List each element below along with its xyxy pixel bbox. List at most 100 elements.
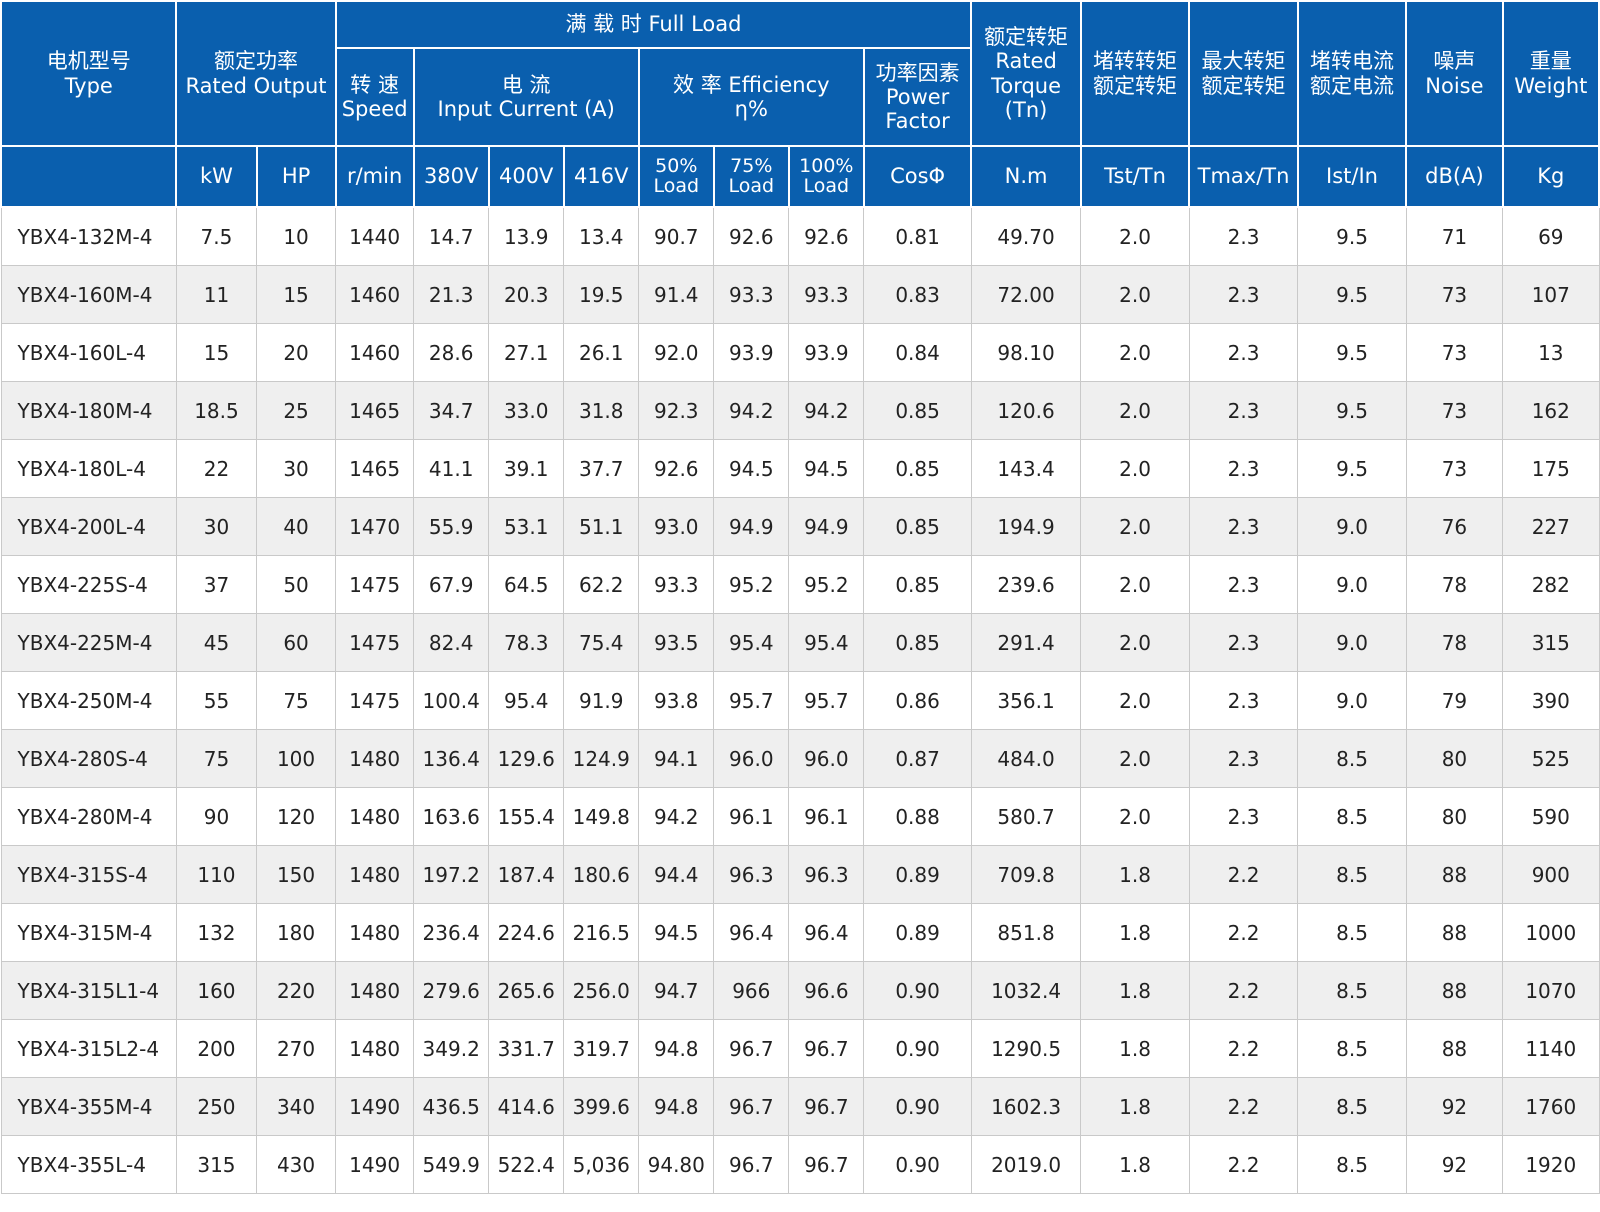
cell-hp: 15 xyxy=(255,265,337,324)
cell-eff-100: 94.5 xyxy=(788,439,865,498)
cell-hp: 270 xyxy=(255,1019,337,1078)
cell-noise: 88 xyxy=(1405,961,1504,1020)
cell-eff-75: 96.4 xyxy=(713,903,790,962)
cell-tmax-tn: 2.3 xyxy=(1188,381,1299,440)
cell-power-factor: 0.85 xyxy=(863,381,972,440)
cell-tmax-tn: 2.3 xyxy=(1188,439,1299,498)
cell-rated-torque: 143.4 xyxy=(970,439,1082,498)
cell-current-380v: 28.6 xyxy=(413,323,490,382)
cell-ist-in: 8.5 xyxy=(1297,1135,1407,1194)
cell-type: YBX4-280M-4 xyxy=(0,787,177,846)
unit-tmax-tn: Tmax/Tn xyxy=(1188,145,1299,208)
cell-noise: 88 xyxy=(1405,1019,1504,1078)
cell-hp: 75 xyxy=(255,671,337,730)
cell-weight: 13 xyxy=(1502,323,1600,382)
cell-hp: 20 xyxy=(255,323,337,382)
cell-current-380v: 197.2 xyxy=(413,845,490,904)
cell-type: YBX4-225S-4 xyxy=(0,555,177,614)
header-locked-current: 堵转电流 额定电流 xyxy=(1296,0,1408,147)
unit-nm: N.m xyxy=(970,145,1082,208)
cell-tst-tn: 2.0 xyxy=(1080,439,1190,498)
cell-weight: 525 xyxy=(1502,729,1600,788)
table-row: YBX4-225M-4 45 60 1475 82.4 78.3 75.4 93.5 95.4 9… xyxy=(0,613,1600,672)
unit-kg: Kg xyxy=(1501,145,1600,208)
cell-current-416v: 180.6 xyxy=(563,845,640,904)
cell-current-400v: 522.4 xyxy=(488,1135,565,1194)
cell-current-400v: 95.4 xyxy=(488,671,565,730)
cell-current-380v: 55.9 xyxy=(413,497,490,556)
cell-current-380v: 436.5 xyxy=(413,1077,490,1136)
cell-eff-75: 94.9 xyxy=(713,497,790,556)
cell-kw: 110 xyxy=(175,845,258,904)
cell-rated-torque: 120.6 xyxy=(970,381,1082,440)
cell-type: YBX4-225M-4 xyxy=(0,613,177,672)
cell-ist-in: 8.5 xyxy=(1297,961,1407,1020)
cell-hp: 50 xyxy=(255,555,337,614)
cell-current-416v: 13.4 xyxy=(563,206,640,266)
cell-rated-torque: 1032.4 xyxy=(970,961,1082,1020)
cell-weight: 175 xyxy=(1502,439,1600,498)
unit-380v: 380V xyxy=(412,145,490,208)
cell-ist-in: 9.5 xyxy=(1297,323,1407,382)
cell-current-380v: 82.4 xyxy=(413,613,490,672)
table-row: YBX4-180L-4 22 30 1465 41.1 39.1 37.7 92.6 94.5 9… xyxy=(0,439,1600,498)
cell-weight: 282 xyxy=(1502,555,1600,614)
cell-tst-tn: 1.8 xyxy=(1080,1135,1190,1194)
cell-current-380v: 67.9 xyxy=(413,555,490,614)
header-type: 电机型号 Type xyxy=(0,0,178,147)
cell-current-380v: 34.7 xyxy=(413,381,490,440)
cell-tst-tn: 2.0 xyxy=(1080,613,1190,672)
cell-kw: 200 xyxy=(175,1019,258,1078)
cell-weight: 1000 xyxy=(1502,903,1600,962)
cell-eff-50: 93.0 xyxy=(638,497,715,556)
cell-current-416v: 37.7 xyxy=(563,439,640,498)
cell-current-380v: 100.4 xyxy=(413,671,490,730)
cell-current-380v: 163.6 xyxy=(413,787,490,846)
cell-eff-50: 92.6 xyxy=(638,439,715,498)
cell-eff-100: 96.7 xyxy=(788,1019,865,1078)
cell-current-416v: 319.7 xyxy=(563,1019,640,1078)
cell-eff-75: 93.3 xyxy=(713,265,790,324)
table-row: YBX4-315L1-4 160 220 1480 279.6 265.6 256.0 94.… xyxy=(0,961,1600,1020)
cell-current-400v: 129.6 xyxy=(488,729,565,788)
cell-weight: 390 xyxy=(1502,671,1600,730)
cell-kw: 15 xyxy=(175,323,258,382)
cell-eff-75: 96.7 xyxy=(713,1019,790,1078)
cell-weight: 227 xyxy=(1502,497,1600,556)
cell-kw: 75 xyxy=(175,729,258,788)
cell-kw: 132 xyxy=(175,903,258,962)
cell-current-380v: 136.4 xyxy=(413,729,490,788)
cell-current-400v: 13.9 xyxy=(488,206,565,266)
cell-speed: 1465 xyxy=(335,381,415,440)
cell-tst-tn: 1.8 xyxy=(1080,903,1190,962)
cell-type: YBX4-160M-4 xyxy=(0,265,177,324)
cell-hp: 25 xyxy=(255,381,337,440)
cell-eff-75: 95.2 xyxy=(713,555,790,614)
cell-rated-torque: 2019.0 xyxy=(970,1135,1082,1194)
cell-ist-in: 9.0 xyxy=(1297,497,1407,556)
cell-tmax-tn: 2.3 xyxy=(1188,613,1299,672)
table-body: YBX4-132M-4 7.5 10 1440 14.7 13.9 13.4 90.7 92.6… xyxy=(0,206,1600,1194)
cell-ist-in: 8.5 xyxy=(1297,903,1407,962)
cell-kw: 90 xyxy=(175,787,258,846)
cell-tmax-tn: 2.3 xyxy=(1188,671,1299,730)
cell-eff-75: 96.3 xyxy=(713,845,790,904)
cell-power-factor: 0.86 xyxy=(863,671,972,730)
cell-eff-50: 94.2 xyxy=(638,787,715,846)
header-efficiency: 效 率 Efficiency η% xyxy=(637,47,865,147)
cell-tmax-tn: 2.3 xyxy=(1188,729,1299,788)
cell-current-416v: 75.4 xyxy=(563,613,640,672)
cell-weight: 900 xyxy=(1502,845,1600,904)
cell-hp: 100 xyxy=(255,729,337,788)
cell-current-416v: 256.0 xyxy=(563,961,640,1020)
cell-tmax-tn: 2.2 xyxy=(1188,845,1299,904)
cell-weight: 1140 xyxy=(1502,1019,1600,1078)
unit-kw: kW xyxy=(175,145,258,208)
cell-current-380v: 349.2 xyxy=(413,1019,490,1078)
cell-eff-100: 94.9 xyxy=(788,497,865,556)
cell-current-416v: 26.1 xyxy=(563,323,640,382)
cell-weight: 315 xyxy=(1502,613,1600,672)
cell-current-400v: 187.4 xyxy=(488,845,565,904)
cell-tst-tn: 1.8 xyxy=(1080,845,1190,904)
